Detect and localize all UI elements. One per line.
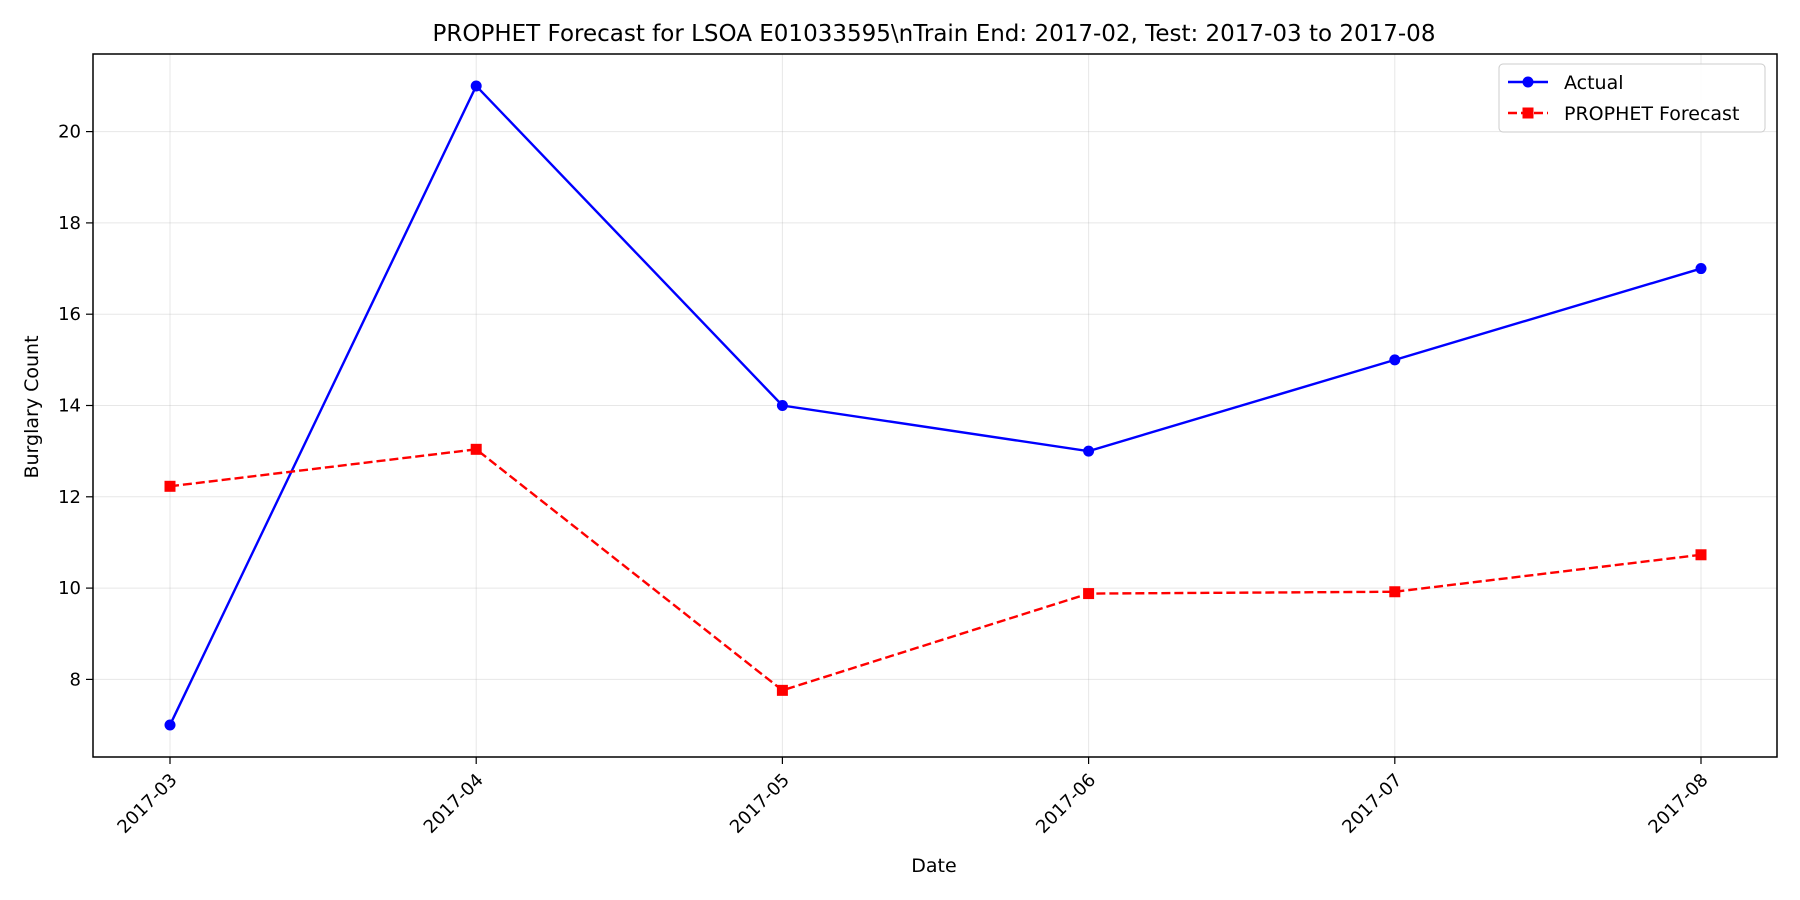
x-tick-label: 2017-06: [1032, 770, 1100, 838]
forecast-point: [1695, 549, 1707, 561]
actual-point: [164, 719, 176, 731]
y-tick-label: 16: [58, 304, 81, 325]
forecast-point: [470, 443, 482, 455]
actual-point: [1083, 445, 1095, 457]
forecast-point: [1389, 586, 1401, 598]
y-tick-label: 8: [70, 669, 81, 690]
y-tick-label: 20: [58, 122, 81, 143]
x-tick-label: 2017-05: [726, 770, 794, 838]
y-tick-label: 10: [58, 578, 81, 599]
y-tick-label: 12: [58, 487, 81, 508]
x-tick-label: 2017-04: [420, 770, 488, 838]
forecast-point: [776, 684, 788, 696]
y-axis-ticks: 8 10 12 14 16 18 20: [58, 122, 93, 690]
forecast-point: [1083, 588, 1095, 600]
y-tick-label: 14: [58, 396, 81, 417]
x-tick-label: 2017-08: [1644, 770, 1712, 838]
legend-actual-marker: [1522, 76, 1534, 88]
legend-forecast-label: PROPHET Forecast: [1564, 103, 1739, 125]
series-layer: [164, 80, 1707, 731]
y-axis-label: Burglary Count: [21, 335, 43, 478]
actual-series-line: [168, 83, 1702, 726]
actual-point: [470, 80, 482, 92]
grid-lines: [93, 54, 1777, 757]
actual-point: [1389, 354, 1401, 366]
y-tick-label: 18: [58, 213, 81, 234]
forecast-point: [164, 480, 176, 492]
legend-box: [1498, 63, 1766, 133]
legend-forecast-marker: [1522, 107, 1534, 119]
actual-point: [1695, 263, 1707, 275]
chart-title: PROPHET Forecast for LSOA E01033595\nTra…: [433, 21, 1436, 47]
actual-point: [776, 400, 788, 411]
forecast-series-line: [169, 448, 1702, 692]
legend: Actual PROPHET Forecast: [1498, 63, 1766, 133]
x-axis-ticks: 2017-03 2017-04 2017-05 2017-06 2017-07 2017-…: [113, 757, 1713, 838]
x-tick-label: 2017-07: [1338, 770, 1406, 838]
x-axis-label: Date: [911, 855, 956, 877]
x-tick-label: 2017-03: [113, 770, 181, 838]
legend-actual-label: Actual: [1564, 72, 1624, 94]
